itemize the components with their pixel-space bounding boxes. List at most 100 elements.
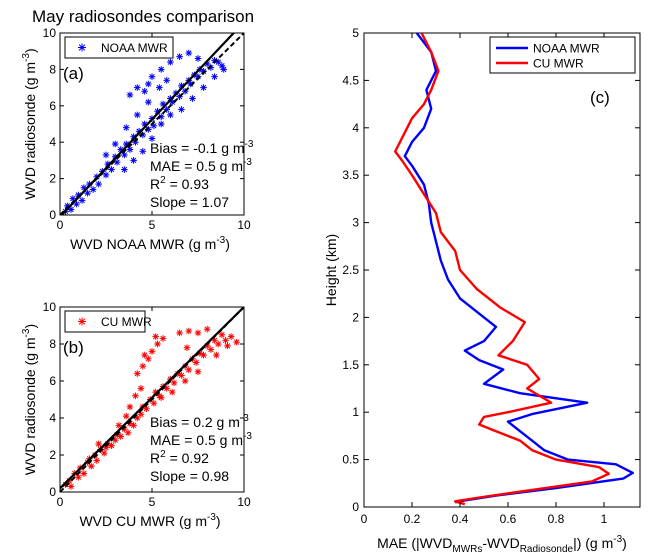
panel-a-ytick-label-5: 10	[43, 26, 57, 40]
panel-b-point-17	[117, 433, 125, 440]
panel-b-point-35	[178, 372, 185, 379]
panel-a-point-65	[141, 87, 148, 95]
panel-a-point-4	[73, 200, 80, 208]
panel-a-legend-box	[64, 36, 174, 59]
panel-a-point-72	[126, 91, 134, 99]
panel-b-point-64	[132, 392, 139, 400]
panel-c-ytick-label-9: 4.5	[342, 73, 359, 87]
panel-c-xtick-label-5: 1	[601, 512, 608, 526]
panel-a-stat-slope: Slope = 1.07	[150, 194, 229, 210]
panel-b-ytick-label-0: 0	[49, 485, 56, 499]
panel-a-ytick-label-2: 4	[49, 135, 56, 149]
panel-b-point-55	[133, 370, 141, 377]
panel-c-ytick-label-8: 4	[352, 121, 359, 135]
panel-b-stat-r2: R2 = 0.92	[150, 449, 209, 466]
panel-a-ytick-label-1: 2	[49, 172, 56, 186]
panel-a-fit-line	[60, 33, 236, 215]
panel-b-ylabel: WVD radiosonde (g m-3)	[21, 324, 38, 475]
panel-b-point-45	[214, 340, 222, 348]
panel-b-point-14	[108, 442, 115, 450]
panel-c-ytick-label-7: 3.5	[342, 168, 359, 182]
panel-b-fit-line	[60, 307, 244, 490]
panel-b-legend-label: CU MWR	[101, 315, 152, 329]
panel-b-point-75	[224, 342, 231, 350]
panel-b-point-76	[213, 351, 220, 359]
panel-b-point-60	[194, 329, 202, 337]
panel-a-point-56	[157, 120, 165, 128]
panel-b-xtick-label-1: 5	[149, 495, 156, 509]
panel-a-point-77	[211, 73, 218, 80]
panel-b-ytick-label-1: 2	[49, 448, 56, 462]
panel-b-panel-label: (b)	[63, 338, 84, 357]
panel-b-point-6	[80, 470, 88, 477]
panel-b-point-50	[139, 362, 147, 370]
panel-c-xtick-label-4: 0.8	[548, 512, 565, 526]
panel-a-stat-bias: Bias = -0.1 g m-3	[150, 139, 254, 156]
panel-a-point-58	[102, 151, 110, 159]
panel-c-ytick-label-3: 1.5	[342, 358, 359, 372]
panel-c-ytick-label-2: 1	[352, 405, 359, 419]
panel-a-point-55	[148, 135, 156, 142]
panel-b-point-74	[95, 440, 102, 448]
panel-a-ytick-label-0: 0	[49, 208, 56, 222]
panel-c-ytick-label-4: 2	[352, 310, 359, 324]
panel-b-stat-bias: Bias = 0.2 g m-3	[150, 413, 249, 430]
panel-b-legend-box	[64, 310, 146, 333]
panel-c: 0 0.2 0.4 0.6 0.8 1 0 0.5 1 1.5 2 2.5 3 3.5 4 4.5 5 MAE (…	[323, 26, 641, 555]
panel-b-point-72	[122, 412, 130, 420]
panel-c-xtick-label-2: 0.4	[452, 512, 469, 526]
panel-a-point-14	[102, 171, 110, 179]
panel-b-point-49	[233, 338, 240, 346]
panel-b-ytick-label-4: 8	[49, 337, 56, 351]
panel-b-points	[62, 325, 240, 490]
panel-b-point-57	[152, 333, 159, 340]
panel-c-xtick-label-1: 0.2	[404, 512, 421, 526]
figure-title: May radiosondes comparison	[32, 7, 254, 26]
panel-a-point-78	[220, 66, 228, 73]
panel-b-point-21	[130, 422, 137, 429]
panel-b-point-31	[163, 385, 171, 392]
panel-b-point-67	[168, 388, 176, 396]
panel-b-point-61	[203, 325, 211, 333]
panel-a-legend-marker	[78, 43, 86, 52]
panel-a-xlabel: WVD NOAA MWR (g m-3)	[70, 235, 230, 252]
panel-b-point-4	[75, 473, 82, 481]
panel-a-ylabel: WVD radiosonde (g m-3)	[21, 48, 38, 199]
panel-a-stat-mae: MAE = 0.5 g m-3	[150, 157, 252, 174]
panel-b-point-33	[170, 379, 178, 387]
panel-a-point-68	[157, 66, 165, 73]
panel-c-panel-label: (c)	[590, 88, 610, 107]
panel-a-point-76	[200, 84, 207, 91]
panel-c-ytick-label-10: 5	[352, 26, 359, 40]
panel-a: 0 5 10 0 2 4 6 8 10 WVD NOAA MWR (g m-3) WVD radio…	[21, 26, 254, 252]
panel-a-point-79	[194, 55, 202, 62]
panel-b-point-56	[141, 351, 148, 359]
panel-c-ytick-label-0: 0	[352, 500, 359, 514]
panel-b-point-69	[194, 368, 202, 376]
panel-a-point-69	[167, 58, 174, 66]
panel-c-ytick-label-1: 0.5	[342, 453, 359, 467]
panel-a-point-54	[139, 148, 147, 155]
panel-a-point-70	[176, 53, 183, 60]
panel-a-point-66	[145, 80, 152, 88]
panel-a-point-8	[84, 189, 91, 197]
panel-a-point-60	[122, 124, 130, 131]
panel-b-point-58	[176, 329, 183, 337]
panel-a-xtick-label-0: 0	[57, 218, 64, 232]
panel-a-ytick-label-4: 8	[49, 62, 56, 76]
panel-b-xtick-label-0: 0	[57, 495, 64, 509]
panel-b-legend-marker	[78, 317, 86, 326]
panel-a-xtick-label-1: 5	[149, 218, 156, 232]
panel-a-point-52	[121, 166, 128, 173]
panel-b-stat-mae: MAE = 0.5 g m-3	[150, 431, 252, 448]
panel-b-point-54	[159, 335, 167, 342]
panel-b-point-37	[185, 366, 193, 374]
panel-b-point-12	[100, 449, 108, 457]
panel-a-point-16	[108, 166, 115, 173]
panel-c-xtick-label-3: 0.6	[500, 512, 517, 526]
panel-a-point-67	[148, 73, 156, 80]
panel-c-series-line-1	[394, 33, 610, 506]
panel-b: 0 5 10 0 2 4 6 8 10 WVD CU MWR (g m-3) WVD radioso…	[21, 300, 252, 529]
panel-b-ytick-label-5: 10	[43, 300, 57, 314]
